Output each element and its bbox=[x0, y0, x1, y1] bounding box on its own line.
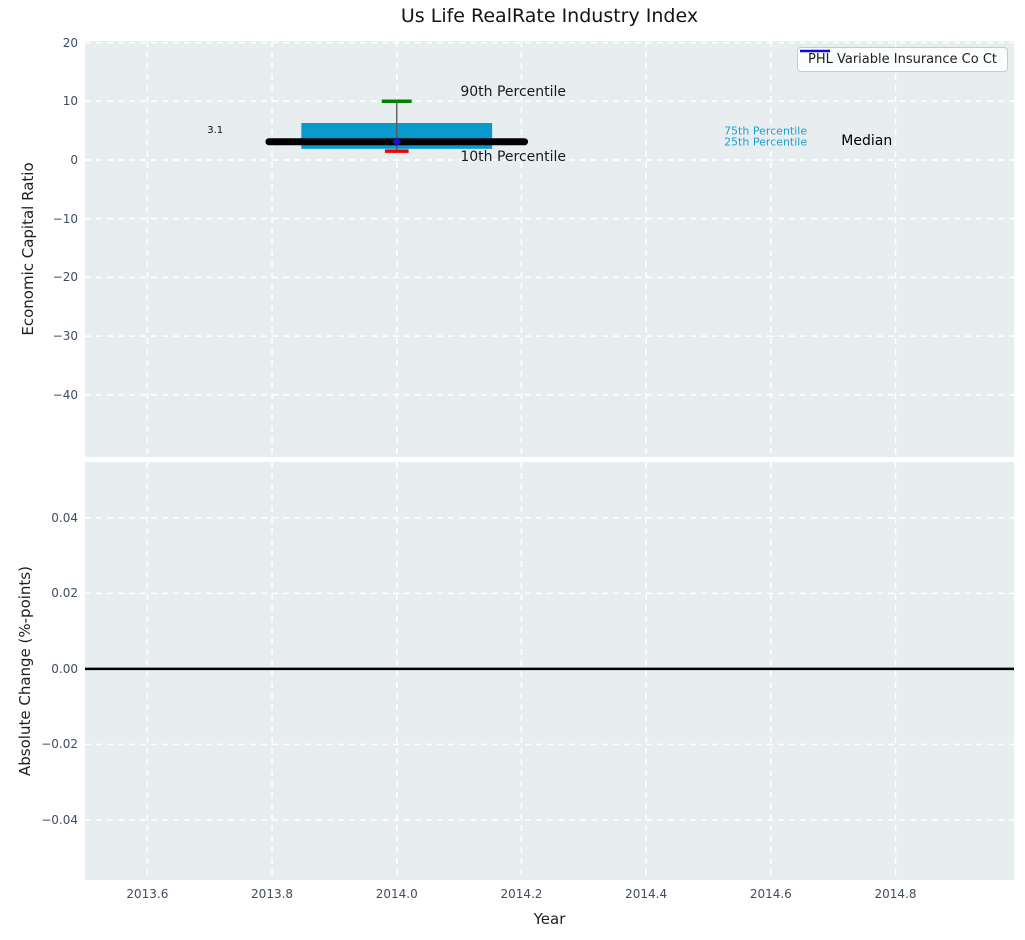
y-tick-label: −10 bbox=[52, 211, 78, 226]
x-tick-label: 2013.6 bbox=[126, 887, 169, 901]
x-axis-label: Year bbox=[533, 910, 566, 928]
bottom-plot-area bbox=[85, 462, 1014, 880]
company-marker bbox=[392, 137, 402, 147]
y-tick-label: 0.00 bbox=[51, 661, 78, 676]
y-tick-label: 0.04 bbox=[51, 510, 78, 525]
p10-percentile-label: 10th Percentile bbox=[460, 149, 567, 166]
top-plot-canvas bbox=[85, 41, 1014, 457]
y-axis-label-top: Economic Capital Ratio bbox=[19, 162, 37, 336]
y-tick-label: 0.02 bbox=[51, 586, 78, 601]
x-tick-label: 2013.8 bbox=[251, 887, 294, 901]
y-tick-label: 10 bbox=[62, 94, 78, 109]
chart-title: Us Life RealRate Industry Index bbox=[400, 5, 699, 27]
x-tick-label: 2014.6 bbox=[749, 887, 792, 901]
y-tick-label: 20 bbox=[62, 35, 78, 50]
y-tick-label: −20 bbox=[52, 270, 78, 285]
x-tick-label: 2014.4 bbox=[625, 887, 668, 901]
x-tick-label: 2014.0 bbox=[375, 887, 418, 901]
p25-percentile-label: 25th Percentile bbox=[724, 135, 808, 149]
bottom-plot-canvas bbox=[85, 462, 1014, 880]
top-plot-area: PHL Variable Insurance Co Ct bbox=[85, 41, 1014, 457]
p75-percentile-label: 75th Percentile bbox=[724, 124, 808, 138]
y-tick-label: −0.04 bbox=[41, 812, 78, 827]
legend-line-icon bbox=[799, 49, 830, 53]
company-value-label: 3.1 bbox=[207, 125, 224, 137]
median-label: Median bbox=[841, 133, 893, 150]
y-tick-label: −30 bbox=[52, 329, 78, 344]
y-tick-label: 0 bbox=[70, 152, 78, 167]
p90-percentile-label: 90th Percentile bbox=[460, 83, 567, 100]
legend-label: PHL Variable Insurance Co Ct bbox=[807, 52, 997, 67]
y-tick-label: −40 bbox=[52, 387, 78, 402]
legend: PHL Variable Insurance Co Ct bbox=[796, 47, 1008, 72]
x-tick-label: 2014.2 bbox=[500, 887, 543, 901]
y-tick-label: −0.02 bbox=[41, 737, 78, 752]
x-tick-label: 2014.8 bbox=[874, 887, 917, 901]
